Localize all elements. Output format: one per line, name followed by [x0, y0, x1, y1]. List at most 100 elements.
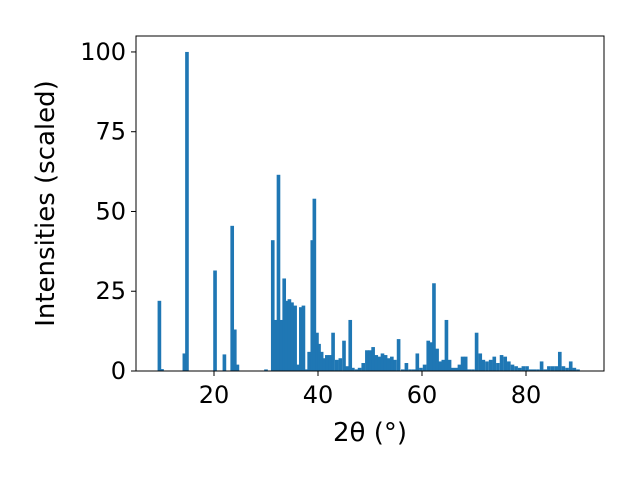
bar: [550, 366, 555, 371]
bar: [230, 225, 235, 371]
bar: [547, 366, 551, 371]
bar: [396, 339, 401, 371]
bar: [368, 350, 372, 371]
bar: [411, 369, 416, 371]
x-tick-label: 40: [303, 381, 334, 409]
bar: [338, 358, 343, 371]
bar: [377, 356, 382, 371]
bar: [525, 366, 529, 371]
bar: [467, 369, 472, 371]
bar: [429, 342, 434, 371]
bar: [576, 369, 580, 371]
bar: [561, 366, 566, 371]
bar: [419, 367, 423, 371]
bar: [499, 355, 504, 371]
bar: [554, 366, 558, 371]
bar: [507, 361, 511, 371]
bar: [390, 356, 394, 371]
bar: [539, 361, 544, 371]
bar: [273, 319, 278, 371]
bar: [400, 369, 405, 371]
plot-frame: [135, 35, 605, 372]
bar: [351, 367, 355, 371]
bar: [374, 355, 379, 371]
bar: [232, 329, 237, 371]
bar: [328, 355, 332, 371]
x-axis-label: 2θ (°): [333, 418, 407, 448]
bar: [361, 363, 366, 371]
bar: [270, 240, 275, 371]
bar: [432, 283, 436, 371]
bar: [415, 353, 420, 371]
bar: [532, 369, 537, 371]
bar: [264, 369, 268, 371]
bar: [276, 174, 281, 371]
bar: [307, 351, 311, 371]
bar: [478, 353, 483, 371]
bar: [371, 347, 375, 371]
bar: [572, 367, 577, 371]
bar: [565, 367, 569, 371]
bar: [287, 299, 292, 371]
bar: [510, 364, 515, 371]
bar: [492, 356, 497, 371]
bar: [222, 354, 227, 371]
x-tick-label: 80: [511, 381, 542, 409]
bar: [304, 369, 308, 371]
bar: [514, 366, 518, 371]
bar: [182, 353, 187, 371]
bar: [435, 348, 439, 371]
y-tick-label: 0: [111, 357, 126, 385]
bar: [284, 300, 289, 371]
bar: [279, 319, 284, 371]
bar: [536, 369, 540, 371]
bar: [557, 351, 562, 371]
bar: [290, 302, 294, 371]
bar: [317, 343, 321, 371]
bar: [295, 364, 300, 371]
bar: [299, 307, 303, 371]
bar: [481, 359, 486, 371]
bar: [521, 366, 526, 371]
bar: [315, 332, 319, 371]
bar: [450, 367, 455, 371]
bar: [422, 364, 427, 371]
bar: [444, 319, 449, 371]
bar: [322, 358, 327, 371]
bar: [365, 350, 369, 371]
bar: [543, 369, 548, 371]
bar: [457, 364, 462, 371]
bar: [334, 359, 339, 371]
bar: [438, 361, 443, 371]
bar: [157, 300, 162, 371]
bar: [345, 366, 349, 371]
bar: [319, 351, 324, 371]
x-tick-label: 20: [199, 381, 230, 409]
bar: [380, 353, 385, 371]
bar: [488, 359, 493, 371]
y-tick-label: 25: [95, 277, 126, 305]
bar: [301, 305, 306, 371]
y-tick-label: 50: [95, 197, 126, 225]
bar: [426, 340, 431, 371]
bar: [293, 305, 297, 371]
y-tick-label: 75: [95, 118, 126, 146]
bar: [474, 332, 479, 371]
bar: [404, 363, 409, 371]
bar: [460, 356, 465, 371]
bar: [471, 369, 475, 371]
x-tick-label: 60: [407, 381, 438, 409]
bar: [325, 355, 329, 371]
bar: [348, 319, 353, 371]
x-axis-ticks: 20 40 60 80: [199, 371, 542, 409]
bar: [235, 364, 240, 371]
bar: [357, 367, 362, 371]
y-tick-label: 100: [80, 38, 126, 66]
bar: [185, 51, 189, 371]
bar: [517, 367, 522, 371]
bar: [342, 340, 346, 371]
bar: [503, 356, 508, 371]
bar: [454, 367, 459, 371]
